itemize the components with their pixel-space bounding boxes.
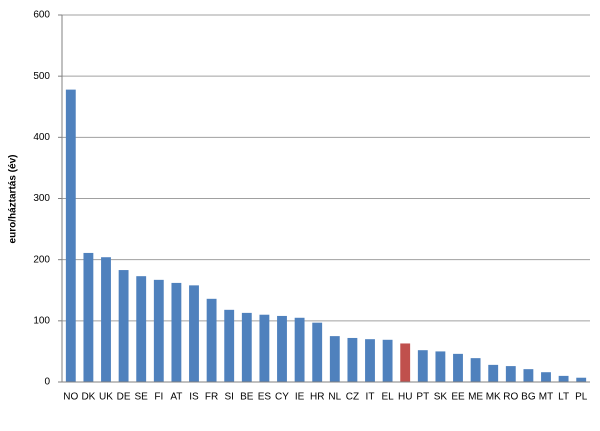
y-tick-label: 600 (33, 10, 50, 21)
bar (206, 298, 217, 382)
x-tick-label: AT (170, 392, 182, 403)
bar (435, 351, 446, 382)
bar (171, 282, 182, 382)
x-tick-label: EE (451, 392, 465, 403)
bar (312, 322, 323, 382)
x-tick-label: HU (398, 392, 412, 403)
x-tick-label: ME (468, 392, 483, 403)
x-tick-label: MK (486, 392, 501, 403)
x-tick-label: SE (135, 392, 149, 403)
x-tick-label: LT (558, 392, 569, 403)
x-tick-label: RO (503, 392, 518, 403)
bar (488, 364, 499, 382)
y-tick-label: 200 (33, 254, 50, 265)
x-tick-label: ES (258, 392, 272, 403)
y-axis-label: euro/háztartás (év) (8, 155, 19, 244)
bar (523, 369, 534, 382)
bar (259, 314, 270, 382)
bar (541, 372, 551, 382)
bar (329, 336, 340, 382)
x-tick-label: BE (240, 392, 254, 403)
bar (189, 285, 199, 382)
bar (365, 339, 375, 382)
y-tick-label: 300 (33, 193, 50, 204)
bar (505, 366, 516, 382)
bar (277, 315, 287, 382)
x-tick-label: BG (521, 392, 536, 403)
bar (576, 377, 587, 382)
y-tick-label: 0 (44, 377, 50, 388)
bar (382, 339, 393, 382)
x-tick-label: DE (117, 392, 131, 403)
bar (224, 309, 235, 382)
x-tick-label: EL (381, 392, 394, 403)
x-tick-label: MT (539, 392, 553, 403)
x-tick-label: HR (310, 392, 324, 403)
y-tick-label: 500 (33, 71, 50, 82)
x-tick-label: UK (99, 392, 113, 403)
bar (101, 257, 111, 382)
x-tick-label: SK (434, 392, 448, 403)
bar (453, 353, 463, 382)
bar (241, 312, 252, 382)
bar (83, 252, 94, 382)
x-tick-label: NL (328, 392, 341, 403)
x-tick-label: FI (154, 392, 163, 403)
bar (347, 337, 358, 382)
x-tick-label: CY (275, 392, 289, 403)
x-tick-label: IE (295, 392, 305, 403)
x-tick-label: IS (189, 392, 199, 403)
bar (470, 358, 481, 382)
x-tick-label: PL (575, 392, 588, 403)
bar (153, 279, 164, 382)
bar (65, 89, 76, 382)
x-tick-label: CZ (346, 392, 359, 403)
x-tick-label: SI (224, 392, 233, 403)
x-tick-label: FR (205, 392, 218, 403)
bar (400, 343, 411, 382)
x-tick-label: DK (81, 392, 95, 403)
bar (417, 350, 428, 382)
x-tick-label: PT (416, 392, 429, 403)
y-tick-label: 100 (33, 315, 50, 326)
y-tick-label: 400 (33, 132, 50, 143)
bar (118, 270, 129, 382)
x-tick-label: IT (366, 392, 375, 403)
bar (558, 375, 569, 382)
x-tick-label: NO (63, 392, 78, 403)
bar (136, 276, 147, 382)
bar (294, 317, 305, 382)
